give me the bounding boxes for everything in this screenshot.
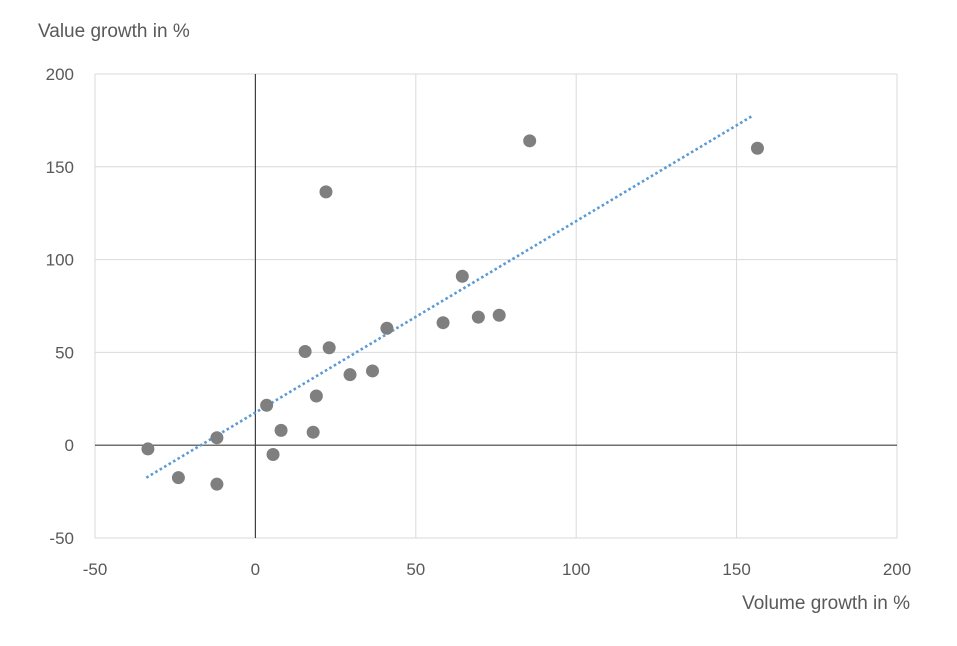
y-tick-label: 150 [46, 158, 74, 177]
x-tick-label: 50 [406, 560, 425, 579]
data-point [274, 423, 288, 437]
trendline-group [145, 114, 754, 479]
x-tick-label: 0 [251, 560, 260, 579]
data-point [210, 477, 224, 491]
data-point [471, 310, 485, 324]
data-point [436, 316, 450, 330]
data-point [523, 134, 537, 148]
y-tick-label: -50 [49, 529, 74, 548]
y-tick-label: 0 [65, 436, 74, 455]
x-axis-title: Volume growth in % [742, 593, 910, 614]
data-point [365, 364, 379, 378]
data-point [322, 341, 336, 355]
data-point [171, 471, 185, 485]
data-point [260, 398, 274, 412]
data-point [298, 344, 312, 358]
data-point [343, 368, 357, 382]
data-point [380, 321, 394, 335]
y-axis-title: Value growth in % [38, 21, 190, 42]
data-point [309, 389, 323, 403]
data-point [319, 185, 333, 199]
x-tick-label: -50 [83, 560, 108, 579]
data-points [141, 134, 764, 491]
zero-axes [95, 74, 897, 538]
y-tick-label: 100 [46, 251, 74, 270]
x-tick-labels: -50 0 50 100 150 200 [83, 560, 911, 579]
data-point [210, 431, 224, 445]
gridlines [94, 73, 898, 539]
trendline [145, 114, 754, 479]
data-point [750, 141, 764, 155]
y-tick-label: 50 [55, 343, 74, 362]
data-point [266, 447, 280, 461]
x-tick-label: 100 [562, 560, 590, 579]
x-tick-label: 200 [883, 560, 911, 579]
data-point [306, 425, 320, 439]
y-tick-label: 200 [46, 65, 74, 84]
data-point [492, 308, 506, 322]
data-point [455, 269, 469, 283]
y-tick-labels: -50 0 50 100 150 200 [46, 65, 74, 548]
data-point [141, 442, 155, 456]
x-tick-label: 150 [722, 560, 750, 579]
